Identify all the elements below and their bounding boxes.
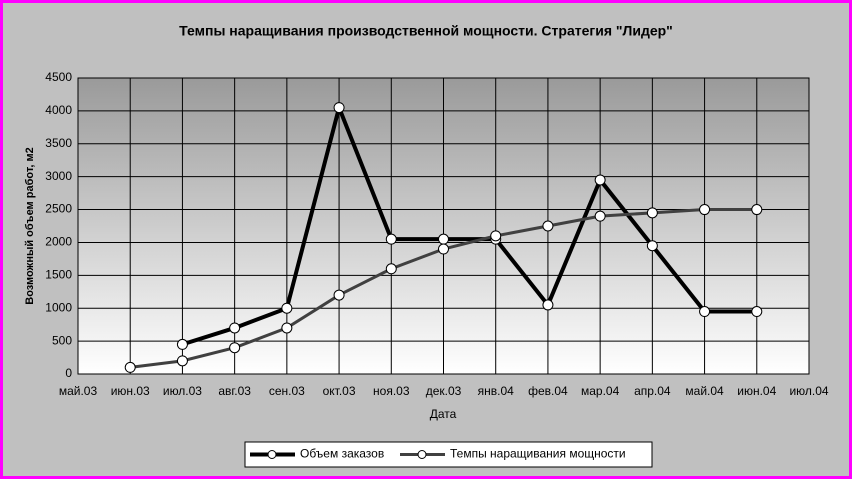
x-tick-label: авг.03 (218, 384, 251, 398)
point (542, 220, 554, 232)
y-axis-title: Возможный объем работ, м2 (24, 147, 36, 305)
point (176, 355, 188, 367)
y-tick-label: 1500 (45, 268, 72, 282)
point (229, 322, 241, 334)
x-tick-label: май.03 (59, 384, 98, 398)
y-tick-label: 0 (65, 366, 72, 380)
legend-marker (267, 450, 277, 459)
point (490, 230, 502, 242)
y-tick-label: 500 (52, 333, 72, 347)
y-tick-label: 2000 (45, 235, 72, 249)
x-tick-label: ноя.03 (373, 384, 410, 398)
point (176, 338, 188, 350)
point (281, 322, 293, 334)
legend-marker (417, 450, 427, 459)
point (333, 102, 345, 114)
point (751, 204, 763, 216)
y-tick-label: 4500 (45, 70, 72, 84)
x-tick-label: июл.04 (789, 384, 828, 398)
point (646, 207, 658, 219)
point (333, 289, 345, 301)
x-tick-label: фев.04 (528, 384, 568, 398)
y-tick-label: 1000 (45, 300, 72, 314)
legend-label: Объем заказов (300, 447, 384, 461)
y-tick-label: 3500 (45, 136, 72, 150)
x-tick-label: сен.03 (269, 384, 305, 398)
point (646, 240, 658, 252)
x-tick-label: июн.04 (737, 384, 776, 398)
y-tick-label: 3000 (45, 169, 72, 183)
x-tick-label: янв.04 (478, 384, 515, 398)
point (751, 306, 763, 318)
point (699, 306, 711, 318)
x-tick-label: дек.03 (426, 384, 462, 398)
point (594, 174, 606, 186)
point (542, 299, 554, 311)
point (594, 210, 606, 222)
point (438, 243, 449, 255)
point (699, 204, 711, 216)
series-line (181, 101, 757, 347)
point (438, 233, 449, 245)
y-tick-label: 4000 (45, 103, 72, 117)
point (124, 361, 136, 373)
legend (244, 441, 653, 468)
point (385, 233, 397, 245)
x-axis-title: Дата (430, 407, 457, 421)
x-tick-label: окт.03 (323, 384, 356, 398)
chart-title: Темпы наращивания производственной мощно… (179, 23, 673, 39)
x-tick-label: мар.04 (581, 384, 620, 398)
x-tick-label: май.04 (685, 384, 724, 398)
x-tick-label: июл.03 (163, 384, 202, 398)
y-tick-label: 2500 (45, 202, 72, 216)
x-tick-label: апр.04 (634, 384, 671, 398)
x-tick-label: июн.03 (111, 384, 150, 398)
legend-label: Темпы наращивания мощности (450, 447, 626, 461)
point (385, 263, 397, 275)
point (229, 342, 241, 354)
point (281, 302, 293, 314)
